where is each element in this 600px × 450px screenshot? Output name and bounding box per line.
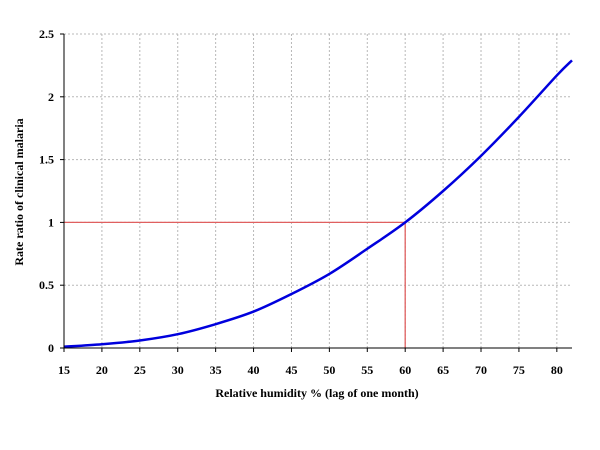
- x-axis-label: Relative humidity % (lag of one month): [215, 386, 418, 400]
- y-tick-label: 0.5: [39, 278, 54, 292]
- x-tick-label: 70: [475, 363, 487, 377]
- grid: [63, 33, 572, 349]
- x-tick-label: 50: [323, 363, 335, 377]
- y-tick-label: 2: [48, 90, 54, 104]
- x-tick-label: 30: [172, 363, 184, 377]
- x-tick-label: 20: [96, 363, 108, 377]
- x-tick-label: 25: [134, 363, 146, 377]
- y-tick-label: 1.5: [39, 153, 54, 167]
- y-tick-label: 2.5: [39, 27, 54, 41]
- x-tick-label: 60: [399, 363, 411, 377]
- y-tick-label: 0: [48, 341, 54, 355]
- axes: [60, 33, 572, 352]
- reference-lines: [64, 221, 406, 348]
- x-tick-label: 55: [361, 363, 373, 377]
- series: [63, 59, 573, 348]
- x-tick-label: 40: [248, 363, 260, 377]
- x-tick-label: 80: [551, 363, 563, 377]
- x-tick-label: 65: [437, 363, 449, 377]
- x-tick-label: 75: [513, 363, 525, 377]
- y-axis-label: Rate ratio of clinical malaria: [12, 118, 26, 265]
- x-tick-label: 45: [285, 363, 297, 377]
- tick-labels: 15 20 25 30 35 40 45 50 55 60 65 70 75 80 0 0.5 1 1.5 2 2.5: [39, 27, 563, 377]
- series-line: [63, 59, 573, 348]
- x-tick-label: 15: [58, 363, 70, 377]
- x-tick-label: 35: [210, 363, 222, 377]
- y-tick-label: 1: [48, 215, 54, 229]
